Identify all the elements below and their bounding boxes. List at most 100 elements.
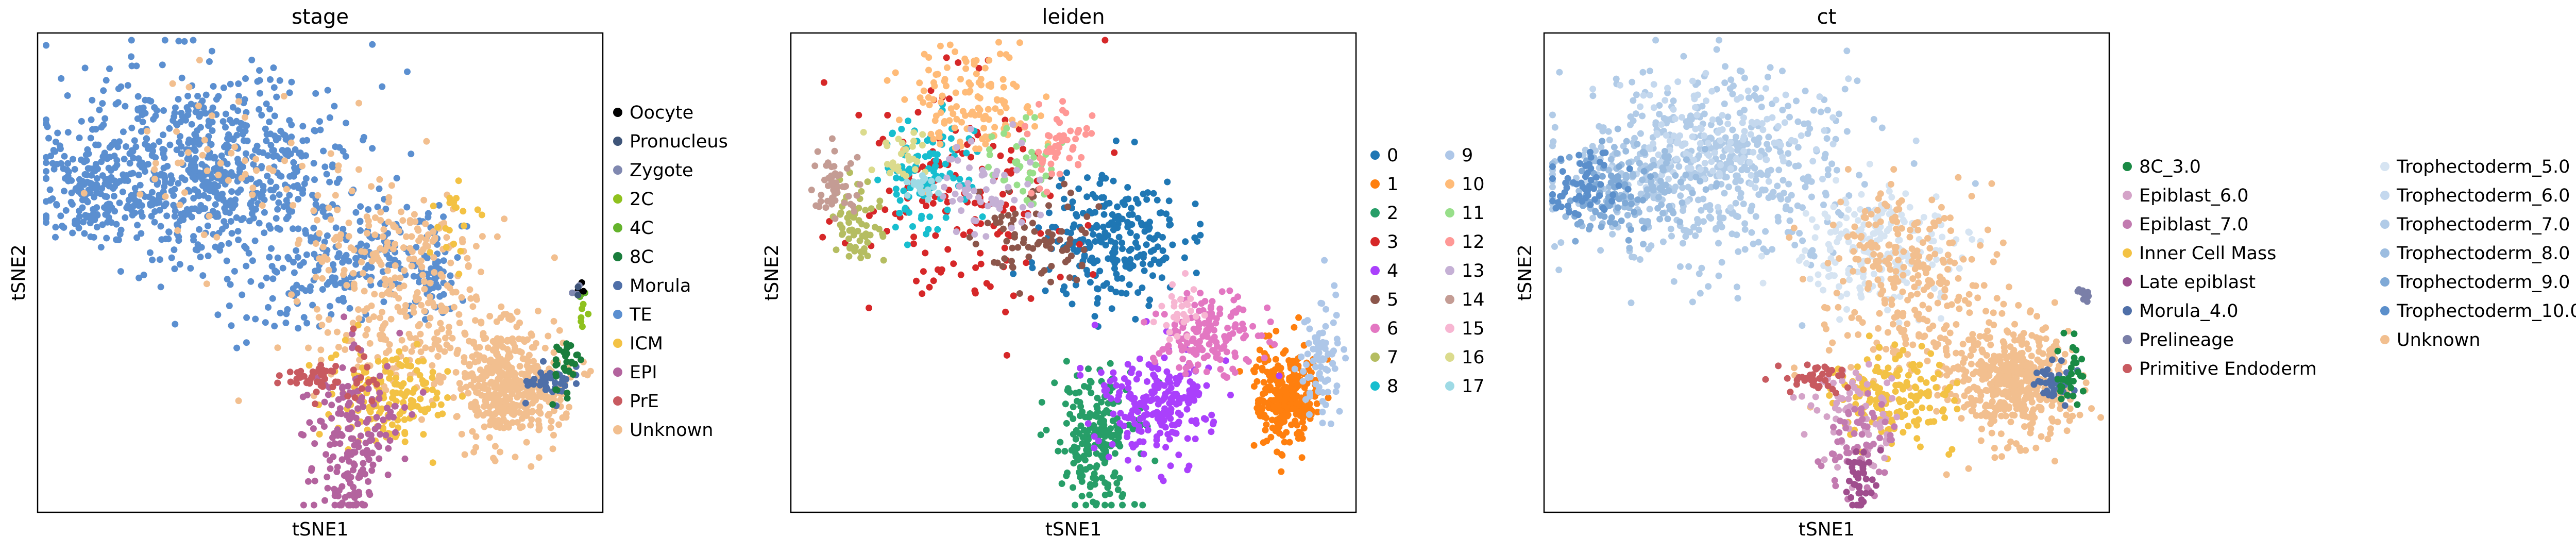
point-Trophectoderm_7.0	[1741, 107, 1748, 113]
legend-item: 1	[1370, 174, 1398, 195]
point-Unknown	[528, 463, 535, 470]
point-5	[1012, 210, 1019, 217]
point-7	[839, 230, 846, 237]
point-Unknown	[407, 334, 414, 341]
point-Unknown	[535, 417, 542, 424]
point-9	[1312, 363, 1319, 371]
point-TE	[312, 201, 319, 208]
point-TE	[98, 158, 105, 165]
point-TE	[194, 93, 201, 99]
point-7	[864, 239, 871, 246]
point-TE	[93, 175, 100, 182]
point-3	[1002, 308, 1009, 315]
point-12	[1083, 125, 1090, 132]
point-Unknown	[208, 112, 215, 120]
point-14	[814, 148, 821, 155]
point-TE	[124, 82, 131, 89]
point-1	[1311, 393, 1318, 400]
point-TE	[239, 163, 246, 171]
point-7	[880, 257, 887, 264]
point-9	[1329, 360, 1336, 367]
point-Trophectoderm_7.0	[1556, 69, 1563, 76]
legend-label: 8C	[630, 247, 654, 267]
point-3	[932, 232, 939, 239]
point-12	[1059, 98, 1066, 105]
point-2	[1090, 474, 1097, 481]
point-TE	[256, 220, 263, 227]
point-16	[897, 150, 905, 157]
point-4	[1165, 377, 1173, 384]
point-TE	[270, 147, 277, 154]
point-EPI	[336, 405, 344, 412]
point-3	[994, 230, 1001, 238]
point-2	[1043, 427, 1050, 433]
legend-item: TE	[613, 305, 652, 325]
point-1	[1279, 432, 1286, 439]
point-Unknown	[249, 185, 257, 191]
point-TE	[103, 77, 110, 84]
point-ICM	[430, 203, 437, 210]
point-4	[1187, 378, 1194, 385]
point-PrE	[297, 367, 304, 375]
chart-title: leiden	[1042, 5, 1105, 29]
point-TE	[120, 128, 127, 136]
point-TE	[404, 68, 411, 75]
point-2	[1105, 481, 1112, 488]
point-17	[919, 189, 925, 196]
point-15	[1163, 322, 1170, 329]
point-EPI	[346, 425, 353, 432]
point-10	[952, 48, 959, 55]
point-8	[933, 157, 940, 164]
point-TE	[57, 212, 64, 220]
point-ICM	[401, 430, 409, 438]
point-14	[828, 178, 835, 185]
point-14	[856, 181, 863, 188]
point-6	[1224, 325, 1231, 331]
point-EPI	[368, 436, 376, 443]
point-Unknown	[516, 409, 523, 416]
point-TE	[264, 173, 271, 180]
point-6	[1266, 339, 1273, 346]
point-Trophectoderm_7.0	[1785, 150, 1792, 157]
legend-item: 16	[1445, 347, 1485, 368]
point-5	[1041, 237, 1048, 244]
point-1	[1299, 418, 1306, 426]
point-TE	[248, 204, 256, 211]
point-Trophectoderm_7.0	[1689, 298, 1696, 306]
point-Morula	[540, 358, 547, 365]
point-Unknown	[325, 316, 332, 323]
point-TE	[225, 240, 232, 247]
point-Unknown	[400, 244, 407, 251]
point-0	[1112, 137, 1120, 144]
point-6	[1182, 371, 1189, 378]
point-Unknown	[418, 416, 425, 423]
legend-label: 6	[1387, 319, 1398, 339]
point-Unknown	[373, 253, 380, 260]
point-10	[927, 130, 935, 138]
point-2	[1062, 400, 1069, 408]
point-TE	[266, 106, 274, 113]
point-Morula	[542, 386, 549, 393]
point-Trophectoderm_7.0	[1745, 94, 1753, 102]
point-TE	[298, 153, 306, 160]
point-Unknown	[355, 306, 362, 313]
point-PrE	[327, 367, 334, 375]
point-4	[1183, 406, 1191, 413]
point-Unknown	[241, 114, 248, 121]
point-Unknown	[80, 190, 88, 197]
point-0	[1167, 221, 1174, 228]
point-Unknown	[461, 329, 468, 337]
point-0	[1087, 279, 1094, 286]
point-TE	[89, 165, 96, 173]
point-Trophectoderm_7.0	[1646, 68, 1653, 75]
point-6	[1221, 343, 1228, 350]
point-3	[882, 206, 889, 213]
point-2	[1038, 399, 1045, 406]
point-Trophectoderm_7.0	[1729, 126, 1736, 133]
point-Unknown	[176, 202, 183, 209]
point-13	[1024, 180, 1031, 188]
point-ICM	[354, 322, 362, 329]
point-TE	[299, 123, 307, 130]
point-4	[1166, 400, 1173, 407]
point-PrE	[287, 378, 294, 386]
